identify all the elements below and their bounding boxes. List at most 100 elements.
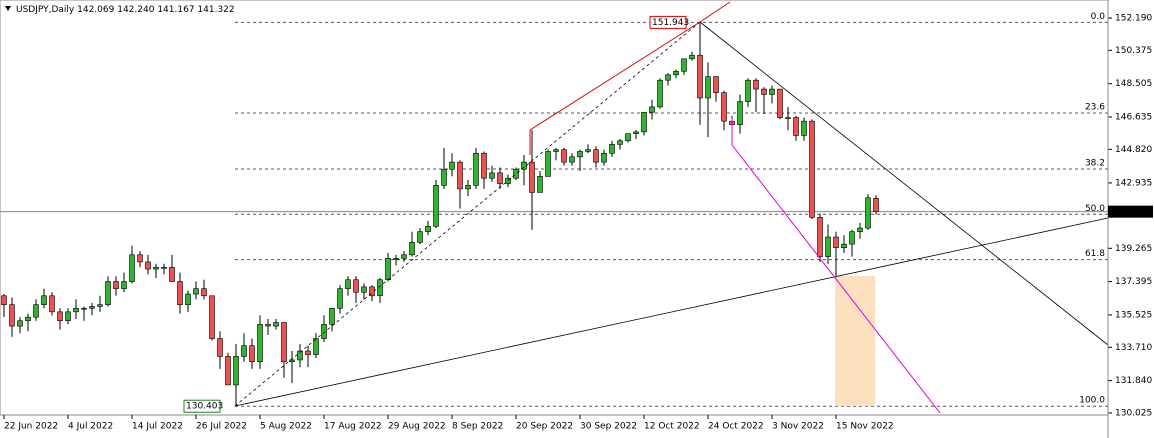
candle-body [209,295,215,339]
candle-body [145,261,151,270]
y-tick-label: 135.525 [1115,310,1152,320]
candle-body [345,279,351,289]
candle-body [561,149,567,163]
candle-body [393,258,399,260]
candle-body [505,177,511,184]
x-tick-label: 5 Aug 2022 [260,422,312,432]
candle-body [137,254,143,263]
candle-body [401,254,407,259]
x-tick-label: 24 Oct 2022 [708,422,764,432]
candle-body [153,266,159,270]
candle-body [249,345,255,363]
candle-body [241,345,247,357]
candle-body [377,279,383,297]
candle-body [721,92,727,122]
candle-body [465,185,471,190]
x-tick-label: 26 Jul 2022 [196,422,247,432]
x-tick-label: 8 Sep 2022 [452,422,503,432]
candle-body [161,266,167,269]
channel-line [529,1,731,131]
candle-body [121,281,127,289]
candle-body [385,258,391,281]
candle-body [185,293,191,306]
candle-body [129,254,135,282]
candle-body [641,111,647,133]
candle-body [513,168,519,179]
candle-body [873,198,879,212]
candle-body [25,316,31,322]
y-tick-label: 133.710 [1115,343,1152,353]
y-tick-label: 139.265 [1115,244,1152,254]
candle-body [417,231,423,243]
candle-body [577,151,583,158]
y-tick-label: 131.840 [1115,376,1152,386]
candle-body [217,338,223,357]
fibo-anchor [234,21,701,407]
current-price-label: 141.322 [1113,207,1150,217]
candle-body [817,217,823,257]
candle-body [489,172,495,179]
candle-body [809,120,815,218]
candle-body [297,350,303,361]
fibo-label: 50.0 [1085,204,1105,214]
x-tick-label: 14 Jul 2022 [132,422,183,432]
candle-body [857,227,863,232]
low-label: 141.167 [157,5,194,15]
candle-body [441,168,447,186]
candle-body [49,295,55,313]
candle-body [553,149,559,152]
candle-body [785,117,791,119]
y-tick-label: 152.190 [1115,13,1152,23]
x-tick-label: 20 Sep 2022 [516,422,573,432]
high-label: 142.240 [117,5,154,15]
chart-header: USDJPY,Daily 142.069 142.240 141.167 141… [16,5,235,15]
close-label: 141.322 [197,5,234,15]
candle-body [545,151,551,177]
candle-body [521,161,527,170]
candle-body [689,54,695,60]
candle-body [497,172,503,184]
candle-body [841,243,847,248]
candle-body [9,304,15,327]
candle-body [625,133,631,142]
y-tick-label: 150.375 [1115,46,1152,56]
candle-body [825,236,831,257]
candle-body [457,161,463,190]
candle-body [585,149,591,152]
candle-body [273,322,279,327]
fibo-label: 100.0 [1079,396,1105,406]
candle-body [601,152,607,163]
trend-line [699,21,1109,346]
high-marker-box [649,15,687,29]
candle-body [849,231,855,245]
candle-body [673,70,679,76]
x-tick-label: 15 Nov 2022 [836,422,894,432]
candle-body [609,144,615,154]
candle-body [593,149,599,163]
y-tick-label: 144.820 [1115,145,1152,155]
candle-body [713,76,719,93]
fibo-label: 38.2 [1085,159,1105,169]
low-marker-box [183,399,221,413]
candle-body [793,117,799,136]
candle-body [97,304,103,307]
channel-line [731,144,941,414]
candle-body [353,279,359,293]
plot-frame [0,0,1109,416]
candle-body [537,176,543,193]
x-tick-label: 3 Nov 2022 [772,422,824,432]
candle-body [89,306,95,309]
y-tick-label: 146.635 [1115,112,1152,122]
candle-body [81,307,87,310]
candle-body [257,324,263,363]
candle-body [433,185,439,227]
highlight-box [835,276,875,406]
candle-body [369,286,375,297]
candle-body [313,338,319,355]
x-tick-label: 29 Aug 2022 [388,422,446,432]
x-tick-label: 22 Jun 2022 [4,422,58,432]
candle-body [753,79,759,90]
symbol: USDJPY,Daily [16,5,75,15]
